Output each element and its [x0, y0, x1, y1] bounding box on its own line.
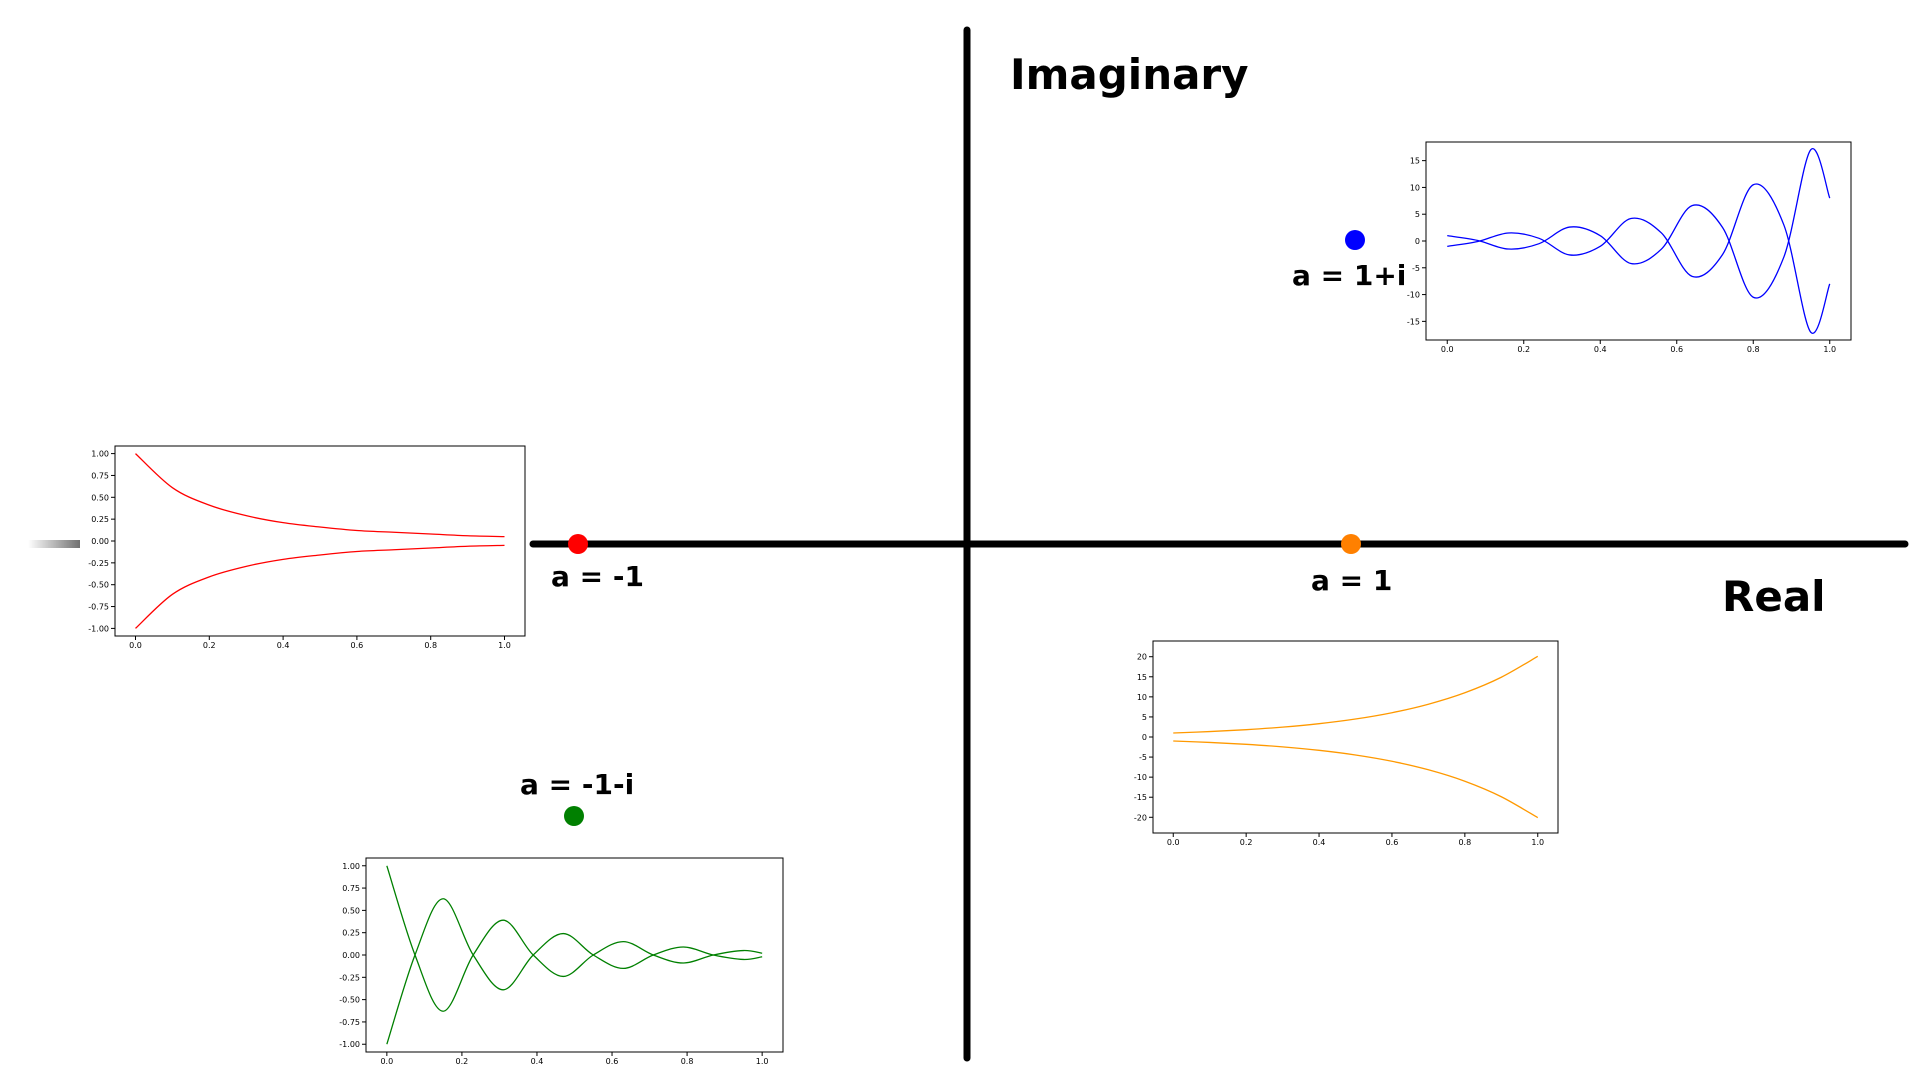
- y-tick-label: 0: [1142, 733, 1147, 742]
- y-tick-label: -5: [1412, 264, 1420, 273]
- series-line-1: [1447, 148, 1831, 299]
- imaginary-axis-label: Imaginary: [1010, 50, 1249, 99]
- x-tick-label: 0.0: [1167, 838, 1180, 847]
- real-axis-label: Real: [1722, 572, 1826, 621]
- x-tick-label: 0.2: [1240, 838, 1253, 847]
- label-a-neg1: a = -1: [551, 560, 644, 593]
- series-line-1: [1173, 655, 1539, 734]
- y-tick-label: 1.00: [91, 450, 109, 459]
- x-tick-label: 0.6: [1670, 345, 1683, 354]
- y-tick-label: 0.50: [342, 906, 360, 915]
- y-tick-label: 15: [1137, 673, 1147, 682]
- x-tick-label: 0.2: [456, 1057, 469, 1066]
- x-tick-label: 0.0: [1441, 345, 1454, 354]
- y-tick-label: 0.50: [91, 493, 109, 502]
- plot-frame: [365, 857, 784, 1053]
- y-tick-label: 10: [1410, 183, 1420, 192]
- y-tick-label: 0.25: [342, 929, 360, 938]
- y-tick-label: -1.00: [88, 624, 109, 633]
- label-a-neg1mi: a = -1-i: [520, 768, 635, 801]
- x-tick-label: 0.4: [1594, 345, 1607, 354]
- y-tick-label: -1.00: [339, 1040, 360, 1049]
- y-tick-label: 0: [1415, 237, 1420, 246]
- x-tick-label: 0.6: [1386, 838, 1399, 847]
- x-tick-label: 1.0: [1823, 345, 1836, 354]
- y-tick-label: 0.75: [91, 471, 109, 480]
- series-line-2: [1173, 740, 1539, 819]
- y-tick-label: -0.50: [88, 581, 109, 590]
- series-line-1: [386, 865, 763, 1012]
- plot-frame: [1152, 640, 1559, 834]
- x-tick-label: 0.8: [1747, 345, 1760, 354]
- plot-a-neg1mi: 0.0 0.2 0.4 0.6 0.8 1.0 1.00 0.75 0.50 0.25 0.00 -0…: [339, 857, 784, 1066]
- y-tick-label: 0.00: [91, 537, 109, 546]
- x-tick-label: 0.8: [424, 641, 437, 650]
- label-a-1pi: a = 1+i: [1292, 259, 1407, 292]
- x-tick-label: 0.4: [531, 1057, 544, 1066]
- y-tick-label: 0.00: [342, 951, 360, 960]
- series-line-1: [135, 453, 505, 538]
- x-tick-label: 0.4: [277, 641, 290, 650]
- y-tick-label: -20: [1134, 813, 1147, 822]
- x-tick-label: 1.0: [756, 1057, 769, 1066]
- label-a-1: a = 1: [1311, 564, 1393, 597]
- point-a-1: [1341, 534, 1361, 554]
- series-line-2: [1447, 183, 1831, 334]
- plot-a-1: 0.0 0.2 0.4 0.6 0.8 1.0 20 15 10 5 0 -5 -10 -15 -20: [1134, 640, 1559, 847]
- y-tick-label: 1.00: [342, 862, 360, 871]
- x-tick-label: 0.0: [380, 1057, 393, 1066]
- y-tick-label: -0.25: [88, 559, 109, 568]
- plot-frame: [1425, 141, 1852, 341]
- x-tick-label: 0.6: [606, 1057, 619, 1066]
- x-tick-label: 0.8: [1458, 838, 1471, 847]
- y-tick-label: -0.50: [339, 996, 360, 1005]
- y-tick-label: -0.75: [339, 1018, 360, 1027]
- plot-a-neg1: 0.0 0.2 0.4 0.6 0.8 1.0 1.00 0.75 0.50 0.25 0.00 -0…: [88, 445, 526, 650]
- series-line-2: [135, 544, 505, 629]
- y-tick-label: -0.75: [88, 603, 109, 612]
- x-tick-label: 0.8: [681, 1057, 694, 1066]
- plot-a-1pi: 0.0 0.2 0.4 0.6 0.8 1.0 15 10 5 0 -5 -10 -15: [1407, 141, 1852, 354]
- y-tick-label: 0.75: [342, 884, 360, 893]
- y-tick-label: -0.25: [339, 973, 360, 982]
- real-axis-faded-tail: [28, 540, 80, 548]
- y-tick-label: 10: [1137, 693, 1147, 702]
- y-tick-label: 5: [1142, 713, 1147, 722]
- plot-frame: [114, 445, 526, 637]
- y-tick-label: 5: [1415, 210, 1420, 219]
- x-tick-label: 0.2: [203, 641, 216, 650]
- x-tick-label: 0.6: [351, 641, 364, 650]
- y-tick-label: 0.25: [91, 515, 109, 524]
- y-tick-label: -10: [1407, 291, 1420, 300]
- series-line-2: [386, 898, 763, 1045]
- y-tick-label: -15: [1134, 793, 1147, 802]
- y-tick-label: 20: [1137, 653, 1147, 662]
- y-tick-label: 15: [1410, 157, 1420, 166]
- x-tick-label: 0.0: [129, 641, 142, 650]
- y-tick-label: -5: [1139, 753, 1147, 762]
- point-a-neg1mi: [564, 806, 584, 826]
- x-tick-label: 1.0: [498, 641, 511, 650]
- y-tick-label: -10: [1134, 773, 1147, 782]
- point-a-neg1: [568, 534, 588, 554]
- point-a-1pi: [1345, 230, 1365, 250]
- x-tick-label: 1.0: [1531, 838, 1544, 847]
- y-tick-label: -15: [1407, 317, 1420, 326]
- x-tick-label: 0.2: [1517, 345, 1530, 354]
- x-tick-label: 0.4: [1313, 838, 1326, 847]
